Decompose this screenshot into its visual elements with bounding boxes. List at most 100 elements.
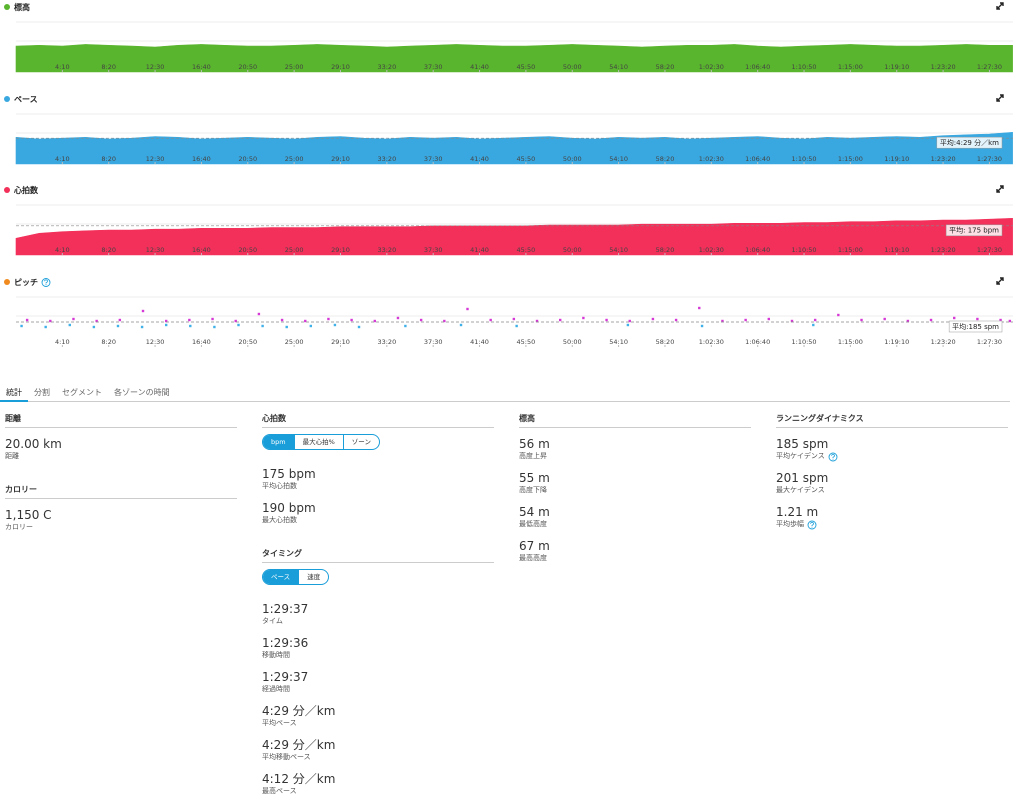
- point: [285, 325, 288, 329]
- x-tick-label: 16:40: [192, 338, 211, 346]
- point: [419, 318, 423, 322]
- x-tick-label: 1:27:30: [977, 338, 1002, 346]
- point: [396, 316, 400, 320]
- stat-value: 54 m: [519, 505, 550, 519]
- chart-title: ピッチ: [14, 277, 38, 287]
- section-title: タイミング: [262, 540, 494, 563]
- stat-label: 平均移動ペース: [262, 753, 311, 761]
- x-tick-label: 1:06:40: [745, 155, 770, 163]
- help-icon[interactable]: [807, 520, 817, 530]
- stat-label-row: 高度上昇: [519, 451, 751, 462]
- point: [373, 319, 376, 323]
- stat-label-row: カロリー: [5, 522, 237, 533]
- point: [698, 306, 701, 310]
- average-label: 平均: 175 bpm: [949, 226, 999, 235]
- help-icon: [41, 278, 51, 287]
- stat-value: 201 spm: [776, 471, 829, 485]
- stat-label: 最低高度: [519, 520, 547, 528]
- x-tick-label: 54:10: [609, 246, 628, 254]
- stat-label: タイム: [262, 617, 283, 625]
- expand-icon: [996, 185, 1004, 193]
- point: [164, 319, 168, 323]
- expand-button[interactable]: [996, 277, 1004, 285]
- average-label: 平均:4:29 分／km: [940, 138, 999, 147]
- stat-label: 平均歩幅: [776, 520, 804, 528]
- stat-value: 1:29:36: [262, 636, 309, 650]
- stat-label-row: 最高ペース: [262, 786, 494, 797]
- stat-value: 190 bpm: [262, 501, 316, 515]
- average-badge: 平均: 175 bpm: [945, 224, 1003, 237]
- stat-item: 1:29:36 移動時間: [262, 636, 494, 661]
- area: [15, 217, 1013, 256]
- x-tick-label: 1:06:40: [745, 63, 770, 71]
- help-icon[interactable]: [828, 452, 838, 462]
- stat-label-row: 最低高度: [519, 519, 751, 530]
- point: [309, 324, 313, 328]
- point: [304, 319, 307, 323]
- expand-button[interactable]: [996, 2, 1004, 10]
- tab[interactable]: セグメント: [62, 388, 102, 397]
- stat-item: 190 bpm 最大心拍数: [262, 501, 494, 526]
- expand-button[interactable]: [996, 185, 1004, 193]
- x-tick-label: 33:20: [377, 155, 396, 163]
- section-title: ランニングダイナミクス: [776, 405, 1008, 428]
- x-tick-label: 45:50: [517, 63, 536, 71]
- x-tick-label: 25:00: [285, 63, 304, 71]
- stat-item: 1,150 C カロリー: [5, 508, 237, 533]
- average-badge-bg: [936, 136, 1003, 149]
- average-badge-bg: [945, 224, 1003, 237]
- x-tick-label: 54:10: [609, 338, 628, 346]
- x-tick-label: 58:20: [656, 63, 675, 71]
- point: [234, 319, 237, 323]
- spacer: [262, 585, 494, 593]
- stat-item: 4:12 分／km 最高ペース: [262, 772, 494, 797]
- toggle-button[interactable]: ゾーン: [342, 435, 379, 449]
- point: [906, 319, 910, 323]
- point: [213, 325, 216, 329]
- x-tick-label: 1:02:30: [699, 63, 724, 71]
- tab[interactable]: 分割: [34, 388, 50, 397]
- tab[interactable]: 統計: [0, 383, 28, 402]
- x-tick-label: 1:06:40: [745, 338, 770, 346]
- x-tick-label: 58:20: [656, 246, 675, 254]
- x-tick-label: 4:10: [55, 63, 70, 71]
- help-glyph: [44, 279, 48, 284]
- x-tick-label: 58:20: [656, 338, 675, 346]
- x-tick-label: 37:30: [424, 338, 443, 346]
- x-tick-label: 50:00: [563, 63, 582, 71]
- x-tick-label: 20:50: [238, 155, 257, 163]
- stat-item: 1.21 m 平均歩幅: [776, 505, 1008, 530]
- x-tick-label: 41:40: [470, 338, 489, 346]
- x-tick-label: 1:10:50: [792, 63, 817, 71]
- stat-label-row: 平均歩幅: [776, 519, 1008, 530]
- toggle-button[interactable]: bpm: [263, 435, 294, 449]
- toggle-button[interactable]: 速度: [298, 570, 328, 584]
- x-tick-label: 12:30: [146, 246, 165, 254]
- toggle-button[interactable]: ペース: [263, 570, 299, 584]
- help-dot: [45, 284, 47, 286]
- x-tick-label: 54:10: [609, 63, 628, 71]
- help-glyph: [830, 453, 835, 458]
- tab[interactable]: 各ゾーンの時間: [114, 388, 170, 397]
- x-tick-label: 37:30: [424, 63, 443, 71]
- stats-column: 標高 56 m 高度上昇 55 m 高度下降 54 m 最低高度 67 m 最高高度: [519, 405, 751, 811]
- point: [976, 317, 979, 321]
- stats-column: ランニングダイナミクス 185 spm 平均ケイデンス 201 spm 最大ケイデンス 1…: [776, 405, 1008, 811]
- legend-dot: [4, 187, 10, 193]
- stat-label-row: 平均ペース: [262, 718, 494, 729]
- toggle-button[interactable]: 最大心拍%: [293, 435, 343, 449]
- stat-label: 最大心拍数: [262, 516, 297, 524]
- point: [357, 325, 361, 329]
- point: [628, 319, 631, 323]
- stat-value: 56 m: [519, 437, 550, 451]
- point: [25, 318, 29, 322]
- toggle-group: bpm 最大心拍% ゾーン: [262, 434, 380, 450]
- x-tick-label: 50:00: [563, 246, 582, 254]
- stat-label: 最大ケイデンス: [776, 486, 825, 494]
- expand-button[interactable]: [996, 94, 1004, 102]
- stat-value: 67 m: [519, 539, 550, 553]
- help-circle: [828, 452, 838, 461]
- x-tick-label: 33:20: [377, 338, 396, 346]
- point: [674, 318, 678, 322]
